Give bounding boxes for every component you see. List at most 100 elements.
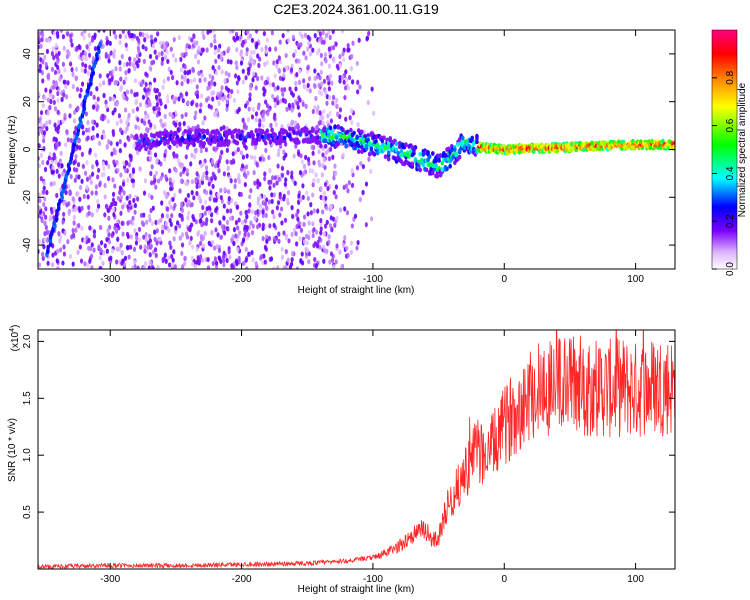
spectrogram-cell: [197, 183, 202, 189]
spectrogram-cell: [517, 149, 522, 155]
spectrogram-cell: [56, 98, 60, 104]
spectrogram-cell: [81, 61, 85, 68]
spectrogram-cell: [236, 246, 240, 253]
spectrogram-cell: [200, 222, 204, 228]
spectrogram-cell: [299, 197, 303, 203]
spectrogram-cell: [268, 185, 272, 191]
snr-y-ticks: 0.51.01.52.0: [22, 334, 675, 519]
spectrogram-cell: [321, 30, 325, 36]
spectrogram-cell: [73, 118, 77, 124]
spectrogram-cell: [437, 158, 441, 163]
spectrogram-cell: [171, 113, 175, 120]
spectrogram-cell: [68, 33, 73, 39]
spectrogram-cell: [151, 205, 155, 211]
spectrogram-cell: [241, 154, 245, 160]
spectrogram-cell: [180, 93, 184, 99]
spectrogram-cell: [95, 132, 100, 139]
spectrogram-cell: [244, 124, 248, 131]
spectrogram-cell: [42, 130, 47, 136]
spectrogram-cell: [133, 65, 137, 72]
spectrogram-cell: [203, 230, 207, 236]
spectrogram-cell: [213, 44, 218, 51]
spectrogram-cell: [404, 142, 408, 148]
spectrogram-cell: [247, 208, 251, 214]
spectrogram-cell: [178, 223, 182, 229]
spectrogram-cell: [98, 73, 102, 79]
spectrogram-cell: [179, 56, 183, 63]
spectrogram-cell: [302, 163, 307, 170]
spectrogram-cell: [96, 96, 100, 102]
spectrogram-cell: [110, 151, 114, 157]
spectrogram-cell: [312, 243, 316, 249]
spectrogram-cell: [225, 106, 229, 112]
spectrogram-cell: [152, 106, 156, 112]
spectrogram-cell: [396, 150, 400, 156]
spectrogram-cell: [283, 181, 287, 187]
spectrogram-cell: [45, 48, 50, 55]
spectrogram-cell: [316, 178, 320, 184]
spectrogram-cell: [175, 220, 180, 226]
spectrogram-cell: [361, 163, 365, 170]
spectrogram-cell: [61, 260, 65, 266]
spectrogram-cell: [108, 96, 112, 102]
spectrogram-cell: [124, 70, 128, 76]
spectrogram-cell: [38, 209, 43, 215]
spectrogram-cell: [231, 158, 235, 164]
spectrogram-cell: [305, 248, 309, 254]
spectrogram-cell: [338, 249, 342, 255]
spectrogram-cell: [84, 170, 88, 176]
spectrogram-cell: [650, 138, 654, 144]
spectrogram-cell: [46, 97, 50, 103]
spectrogram-cell: [149, 66, 153, 72]
spectrogram-cell: [355, 60, 359, 67]
spectrogram-cell: [438, 153, 443, 158]
spectrogram-cell: [142, 120, 147, 126]
spectrogram-cell: [85, 184, 89, 190]
spectrogram-cell: [273, 237, 277, 243]
spectrogram-cell: [261, 209, 265, 215]
spectrogram-cell: [111, 177, 115, 183]
spectrogram-cell: [106, 118, 110, 124]
spectrogram-cell: [303, 32, 307, 38]
spectrogram-cell: [180, 201, 184, 207]
spectrogram-cell: [68, 103, 72, 109]
spectrogram-cell: [296, 100, 300, 106]
spectrogram-cell: [266, 76, 270, 82]
spectrogram-cell: [195, 89, 200, 96]
spectrogram-cell: [75, 144, 79, 150]
spectrogram-cell: [346, 43, 350, 49]
spectrogram-cell: [200, 72, 204, 78]
spectrogram-cell: [296, 216, 300, 222]
spectrogram-cell: [120, 260, 124, 266]
spectrogram-cell: [254, 140, 259, 146]
spectrogram-cell: [102, 171, 106, 178]
spectrogram-cell: [338, 62, 342, 69]
spectrogram-cell: [236, 89, 240, 95]
spectrogram-cell: [90, 171, 95, 177]
spectrogram-cell: [258, 156, 263, 162]
spectrogram-cell: [140, 81, 144, 87]
spectrogram-cell: [39, 176, 43, 182]
spectrogram-cell: [97, 30, 101, 33]
spectrogram-cell: [155, 158, 159, 164]
spectrogram-cell: [271, 82, 275, 88]
spectrogram-cell: [141, 44, 145, 50]
spectrogram-cell: [189, 161, 193, 167]
spectrogram-cell: [133, 57, 137, 63]
spectrogram-cell: [184, 154, 188, 160]
spectrogram-cell: [304, 127, 309, 132]
spectrogram-cell: [323, 143, 328, 149]
spectrogram-cell: [105, 248, 109, 254]
spectrogram-cell: [93, 152, 98, 158]
spectrogram-cell: [386, 150, 391, 156]
spectrogram-cell: [118, 127, 123, 133]
spectrogram-cell: [95, 207, 99, 214]
spectrogram-cell: [77, 43, 81, 50]
spectrogram-cell: [61, 171, 65, 177]
spectrogram-cell: [192, 195, 196, 201]
spectrogram-cell: [317, 149, 321, 155]
spectrogram-cell: [190, 152, 194, 158]
spectrogram-cell: [457, 154, 462, 160]
spectrogram-cell: [148, 155, 153, 162]
